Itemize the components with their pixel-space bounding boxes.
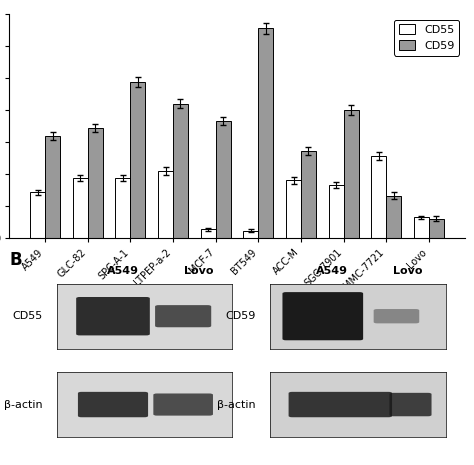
Legend: CD55, CD59: CD55, CD59	[394, 20, 459, 55]
Bar	[45, 136, 60, 238]
Bar	[130, 82, 146, 238]
FancyBboxPatch shape	[289, 392, 392, 417]
Bar	[73, 178, 88, 238]
Bar	[286, 180, 301, 238]
Bar	[328, 185, 344, 238]
Bar	[216, 121, 231, 238]
Text: A549: A549	[316, 266, 348, 276]
FancyBboxPatch shape	[283, 292, 363, 340]
Bar	[173, 104, 188, 238]
Bar	[371, 156, 386, 238]
Bar	[386, 196, 401, 238]
Text: CD59: CD59	[226, 311, 256, 321]
Bar	[344, 110, 358, 238]
Bar	[158, 171, 173, 238]
Bar	[429, 219, 444, 238]
FancyBboxPatch shape	[153, 393, 213, 416]
Text: B: B	[9, 251, 22, 269]
Text: CD55: CD55	[12, 311, 43, 321]
FancyBboxPatch shape	[155, 305, 211, 327]
Text: Lovo: Lovo	[184, 266, 214, 276]
FancyBboxPatch shape	[78, 392, 148, 417]
Bar	[116, 178, 130, 238]
Bar	[243, 231, 258, 238]
Bar	[301, 151, 316, 238]
Text: A549: A549	[107, 266, 139, 276]
Bar	[30, 193, 45, 238]
Text: β-actin: β-actin	[4, 399, 43, 410]
FancyBboxPatch shape	[76, 297, 150, 335]
Bar	[88, 128, 103, 238]
Bar	[258, 28, 273, 238]
Text: β-actin: β-actin	[218, 399, 256, 410]
FancyBboxPatch shape	[390, 393, 431, 416]
Bar	[414, 217, 429, 238]
Bar	[201, 229, 216, 238]
FancyBboxPatch shape	[374, 309, 419, 323]
Text: Lovo: Lovo	[393, 266, 422, 276]
